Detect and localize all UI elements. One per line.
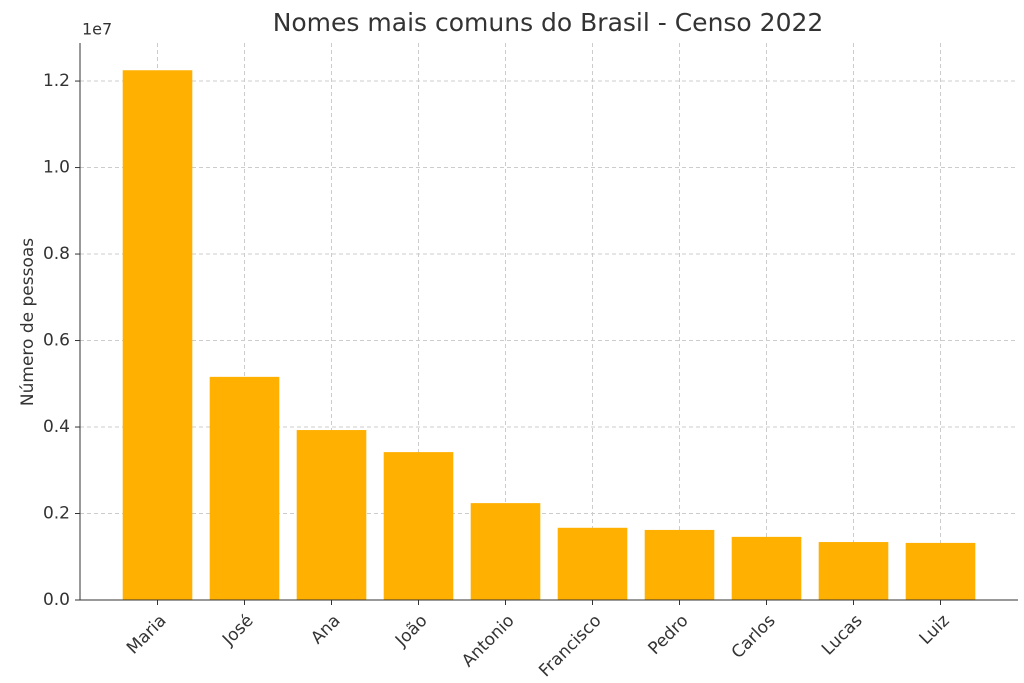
bar xyxy=(470,503,541,600)
y-tick-label: 0.0 xyxy=(43,590,70,610)
bar xyxy=(644,529,715,600)
y-axis-label: Número de pessoas xyxy=(18,238,38,406)
y-offset-label: 1e7 xyxy=(82,20,112,39)
bar xyxy=(818,542,889,600)
y-tick-label: 0.8 xyxy=(43,244,70,264)
x-tick-label: Carlos xyxy=(728,611,780,663)
x-tick-label: Ana xyxy=(307,611,344,648)
x-tick-label: Luiz xyxy=(916,611,954,649)
y-tick-label: 0.4 xyxy=(43,417,70,437)
y-tick-label: 1.0 xyxy=(43,158,70,178)
bar xyxy=(731,536,802,600)
x-tick-label: Antonio xyxy=(458,611,518,671)
bar xyxy=(209,376,280,600)
x-tick-label: Pedro xyxy=(645,611,693,659)
y-tick-label: 1.2 xyxy=(43,71,70,91)
x-tick-label: João xyxy=(391,611,431,651)
y-tick-label: 0.6 xyxy=(43,331,70,351)
x-tick-label: Lucas xyxy=(818,611,867,660)
y-tick-label: 0.2 xyxy=(43,504,70,524)
chart-title: Nomes mais comuns do Brasil - Censo 2022 xyxy=(273,8,824,37)
bar xyxy=(296,430,367,600)
x-tick-label: Francisco xyxy=(535,611,605,681)
x-tick-label: José xyxy=(218,611,257,650)
bar xyxy=(557,527,628,600)
x-tick-label: Maria xyxy=(123,611,171,659)
bar xyxy=(122,70,193,600)
bar xyxy=(383,452,454,600)
bar xyxy=(905,542,976,600)
